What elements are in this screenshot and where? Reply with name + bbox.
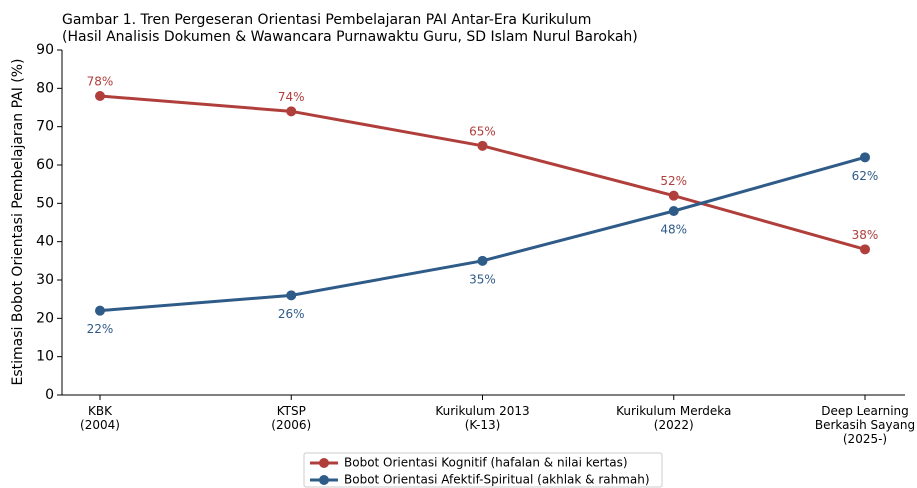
y-tick-label: 20 [36,310,54,326]
y-tick-label: 80 [36,80,54,96]
legend-label: Bobot Orientasi Afektif-Spiritual (akhla… [344,473,650,487]
y-tick-label: 60 [36,157,54,173]
y-tick-label: 30 [36,272,54,288]
point [668,206,679,216]
legend-marker [319,475,329,485]
data-label: 65% [469,124,496,138]
y-tick-label: 0 [45,387,54,403]
point [860,244,870,255]
x-tick-label: Kurikulum Merdeka (2022) [616,404,732,432]
legend-marker [319,458,329,468]
x-tick-label: Deep Learning Berkasih Sayang (2025-) [814,404,916,446]
point [95,305,105,316]
x-tick-label: KBK (2004) [80,404,120,432]
series-line [99,94,866,251]
data-label: 48% [660,223,687,237]
series-line [99,155,866,313]
y-tick-label: 90 [36,42,54,58]
data-label: 52% [660,174,687,188]
y-tick-label: 50 [36,195,54,211]
y-tick-label: 40 [36,234,54,250]
y-tick-label: 70 [36,119,54,135]
legend-box [303,452,663,488]
data-label: 22% [87,322,114,336]
data-label: 74% [278,90,305,104]
point [286,106,297,117]
point [477,255,488,266]
point [477,140,488,151]
point [286,290,297,301]
data-label: 26% [278,307,305,321]
chart-subtitle: (Hasil Analisis Dokumen & Wawancara Purn… [62,29,638,45]
x-tick-label: Kurikulum 2013 (K-13) [435,404,530,432]
chart-title: Gambar 1. Tren Pergeseran Orientasi Pemb… [62,12,591,28]
legend-label: Bobot Orientasi Kognitif (hafalan & nila… [344,456,628,470]
point [668,190,679,201]
point [860,152,870,163]
data-label: 38% [852,228,879,242]
data-label: 62% [852,169,879,183]
data-label: 78% [87,75,114,89]
y-tick-label: 10 [36,349,54,365]
point [95,91,105,101]
y-axis-label: Estimasi Bobot Orientasi Pembelajaran PA… [10,58,26,385]
x-tick-label: KTSP (2006) [271,404,312,432]
data-label: 35% [469,272,496,286]
